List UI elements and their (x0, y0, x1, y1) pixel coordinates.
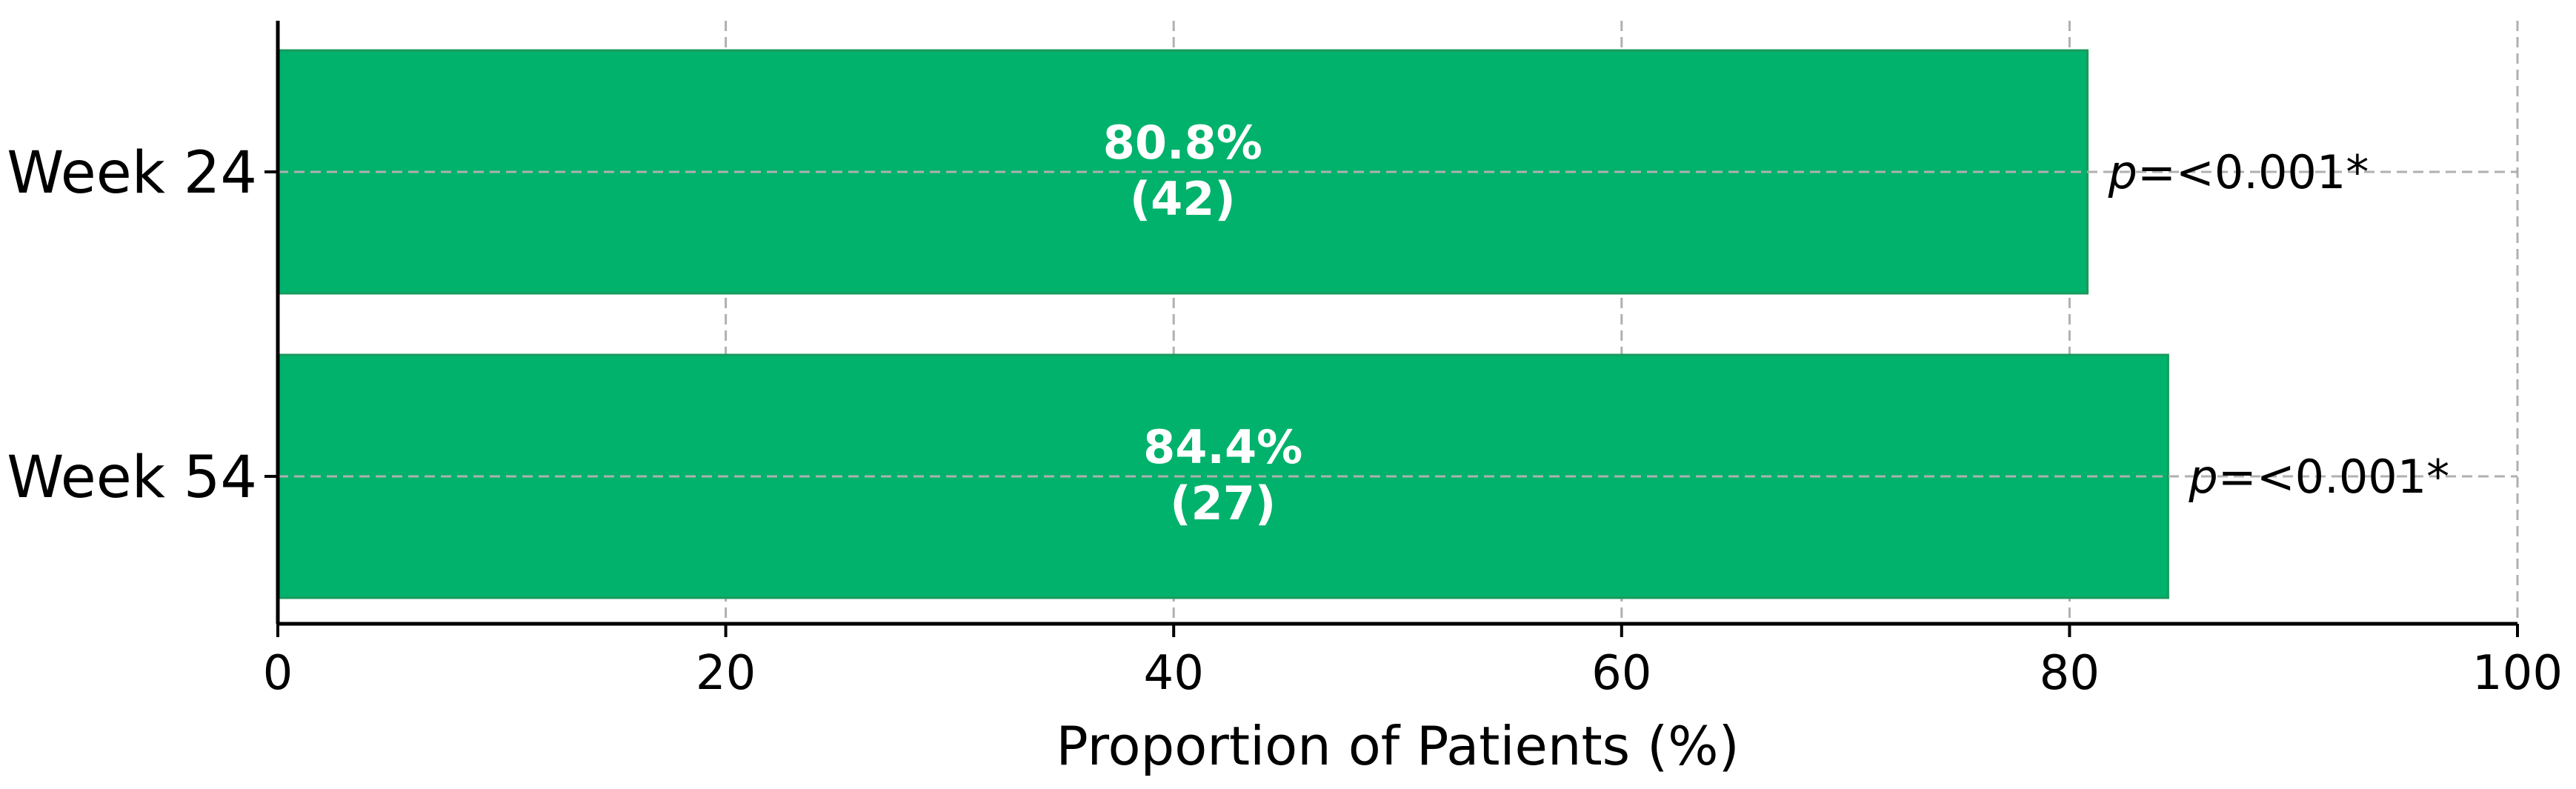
p-value-annotation: p=<0.001* (2108, 145, 2369, 199)
bar-value-label: 80.8% (1103, 116, 1262, 170)
x-tick-label: 100 (2472, 646, 2563, 701)
bar-value-label: 84.4% (1143, 420, 1302, 474)
x-tick-label: 40 (1143, 646, 1203, 701)
y-tick-label: Week 54 (7, 445, 257, 511)
axis-layer: Week 24 Week 54 0 20 40 60 80 100 (7, 21, 2563, 701)
y-tick-label: Week 24 (7, 140, 257, 207)
bars-layer: 80.8%(42) p=<0.001* 84.4%(27) p=<0.001* (276, 49, 2517, 599)
bar-count-label: (42) (1130, 172, 1236, 226)
x-tick-label: 60 (1591, 646, 1651, 701)
x-tick-label: 0 (263, 646, 293, 701)
p-value-annotation: p=<0.001* (2188, 450, 2449, 504)
x-tick-label: 80 (2040, 646, 2100, 701)
x-axis-title: Proportion of Patients (%) (1056, 715, 1739, 777)
bar-count-label: (27) (1170, 476, 1276, 530)
x-tick-label: 20 (696, 646, 756, 701)
